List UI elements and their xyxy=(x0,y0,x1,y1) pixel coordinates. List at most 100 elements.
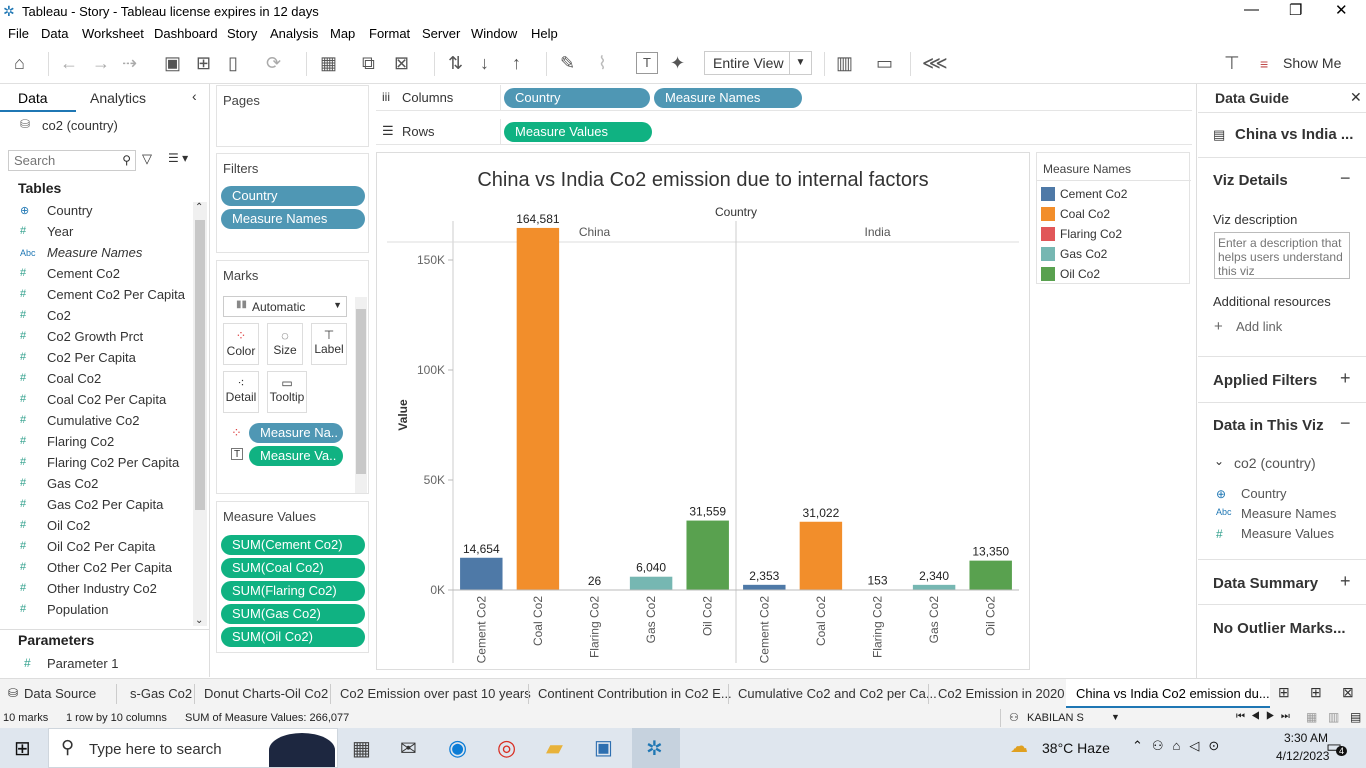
menu-map[interactable]: Map xyxy=(330,26,356,41)
menu-help[interactable]: Help xyxy=(531,26,558,41)
cards-icon[interactable]: ▥ xyxy=(836,53,854,73)
new-dashboard-icon[interactable]: ⊞ xyxy=(1310,684,1322,700)
columns-pill-country[interactable]: Country xyxy=(504,88,650,108)
tooltip-button[interactable]: ▭ Tooltip xyxy=(267,371,307,413)
viz-description-input[interactable] xyxy=(1214,232,1350,279)
mv-pill-oil[interactable]: SUM(Oil Co2) xyxy=(221,627,365,647)
field-item[interactable]: # Cement Co2 Per Capita xyxy=(0,285,190,306)
legend-item[interactable]: Gas Co2 xyxy=(1041,246,1181,264)
field-item[interactable]: # Oil Co2 Per Capita xyxy=(0,537,190,558)
mv-pill-cement[interactable]: SUM(Cement Co2) xyxy=(221,535,365,555)
bar[interactable] xyxy=(969,560,1012,590)
edge-icon[interactable]: ◉ xyxy=(448,735,468,760)
field-item[interactable]: # Gas Co2 Per Capita xyxy=(0,495,190,516)
tab-gas-co2[interactable]: s-Gas Co2 xyxy=(130,686,193,701)
menu-server[interactable]: Server xyxy=(422,26,461,41)
marks-scrollbar[interactable] xyxy=(355,297,367,493)
refresh-icon[interactable]: ⟳ xyxy=(266,53,282,73)
viz-details-heading[interactable]: Viz Details xyxy=(1213,172,1288,189)
bar[interactable] xyxy=(629,576,673,590)
legend-item[interactable]: Oil Co2 xyxy=(1041,266,1181,284)
home-icon[interactable]: ⌂ xyxy=(14,53,25,73)
columns-shelf[interactable]: iii Columns Country Measure Names xyxy=(376,85,1192,111)
show-labels-icon[interactable]: T xyxy=(636,52,658,74)
new-sheet-icon[interactable]: ▦ xyxy=(320,53,338,73)
clear-sheet-icon[interactable]: ⊠ xyxy=(394,53,410,73)
file-explorer-icon[interactable]: ▰ xyxy=(546,735,563,760)
tabs-icon[interactable]: ▤ xyxy=(1350,710,1362,724)
datasource-name[interactable]: co2 (country) xyxy=(42,118,118,133)
rows-shelf[interactable]: ☰ Rows Measure Values xyxy=(376,119,1192,145)
field-item[interactable]: # Flaring Co2 Per Capita xyxy=(0,453,190,474)
fix-axes-icon[interactable]: ✦ xyxy=(670,53,686,73)
menu-window[interactable]: Window xyxy=(471,26,518,41)
field-item[interactable]: # Cumulative Co2 xyxy=(0,411,190,432)
highlight-icon[interactable]: ✎ xyxy=(560,53,576,73)
undo-icon[interactable]: ← xyxy=(60,53,78,73)
chevron-down-icon[interactable]: ▼ xyxy=(789,52,811,74)
pages-card[interactable]: Pages xyxy=(216,85,369,147)
color-button[interactable]: ⁘ Color xyxy=(223,323,259,365)
menu-worksheet[interactable]: Worksheet xyxy=(82,26,144,41)
field-item[interactable]: # Co2 xyxy=(0,306,190,327)
swap-icon[interactable]: ⇅ xyxy=(448,53,464,73)
sort-descending-icon[interactable]: ↑ xyxy=(512,53,521,73)
field-item[interactable]: # Cement Co2 xyxy=(0,264,190,285)
sheet-navigation-icon[interactable]: ⏮◀▶⏭ xyxy=(1236,711,1296,722)
presentation-icon[interactable]: ▭ xyxy=(876,53,894,73)
filter-pill-country[interactable]: Country xyxy=(221,186,365,206)
tableau-taskbar-button[interactable]: ✲ xyxy=(632,728,680,768)
mv-pill-gas[interactable]: SUM(Gas Co2) xyxy=(221,604,365,624)
detail-button[interactable]: ⁖ Detail xyxy=(223,371,259,413)
duplicate-sheet-icon[interactable]: ⧉ xyxy=(362,53,375,73)
taskbar-search[interactable]: ⚲ Type here to search xyxy=(48,728,338,768)
mail-icon[interactable]: ✉ xyxy=(400,738,417,760)
chrome-icon[interactable]: ◎ xyxy=(497,735,517,760)
bar[interactable] xyxy=(912,584,956,590)
field-item[interactable]: # Other Industry Co2 xyxy=(0,579,190,600)
show-sheet-sorter-icon[interactable]: ▦ xyxy=(1306,710,1318,724)
field-item[interactable]: Abc Measure Names xyxy=(0,243,190,264)
menu-file[interactable]: File xyxy=(8,26,29,41)
bar[interactable] xyxy=(516,227,560,590)
mark-type-dropdown[interactable]: ▮▮ Automatic ▼ xyxy=(223,296,347,317)
collapse-icon[interactable]: ‹ xyxy=(192,88,197,104)
add-link-button[interactable]: Add link xyxy=(1236,319,1283,334)
format-icon[interactable]: ⊤ xyxy=(1224,53,1240,73)
guide-datasource[interactable]: co2 (country) xyxy=(1234,455,1316,471)
weather-text[interactable]: 38°C Haze xyxy=(1042,740,1110,756)
mv-pill-coal[interactable]: SUM(Coal Co2) xyxy=(221,558,365,578)
collapse-data-in-viz-icon[interactable]: − xyxy=(1340,413,1351,433)
rows-pill-measure-values[interactable]: Measure Values xyxy=(504,122,652,142)
collapse-viz-details-icon[interactable]: − xyxy=(1340,168,1351,188)
bar[interactable] xyxy=(799,521,843,590)
guide-field-item[interactable]: Measure Values xyxy=(1241,526,1334,541)
new-story-icon[interactable]: ⊠ xyxy=(1342,684,1354,700)
tab-co2-2020[interactable]: Co2 Emission in 2020 xyxy=(938,686,1065,701)
legend-item[interactable]: Coal Co2 xyxy=(1041,206,1181,224)
show-me-icon[interactable]: ≡ xyxy=(1260,56,1269,72)
legend-item[interactable]: Flaring Co2 xyxy=(1041,226,1181,244)
field-item[interactable]: # Coal Co2 xyxy=(0,369,190,390)
field-item[interactable]: # Gas Co2 xyxy=(0,474,190,495)
mv-pill-flaring[interactable]: SUM(Flaring Co2) xyxy=(221,581,365,601)
data-in-viz-heading[interactable]: Data in This Viz xyxy=(1213,417,1324,434)
field-scrollbar[interactable]: ⌃ ⌄ xyxy=(193,202,207,626)
show-me-button[interactable]: Show Me xyxy=(1283,55,1342,71)
windows-start-icon[interactable]: ⊞ xyxy=(14,738,31,760)
bar[interactable] xyxy=(460,557,503,590)
tab-analytics[interactable]: Analytics xyxy=(90,90,147,106)
data-summary-heading[interactable]: Data Summary xyxy=(1213,575,1319,592)
store-icon[interactable]: ▦ xyxy=(352,738,371,760)
menu-format[interactable]: Format xyxy=(369,26,411,41)
close-guide-icon[interactable]: ✕ xyxy=(1350,89,1362,105)
tab-cumulative[interactable]: Cumulative Co2 and Co2 per Ca... xyxy=(738,686,937,701)
tab-co2-10-years[interactable]: Co2 Emission over past 10 years xyxy=(340,686,531,701)
field-item[interactable]: # Oil Co2 xyxy=(0,516,190,537)
tab-data-source[interactable]: Data Source xyxy=(24,686,97,701)
user-menu[interactable]: ⚇ KABILAN S ▼ xyxy=(1000,709,1124,727)
redo-icon[interactable]: → xyxy=(92,53,110,73)
replay-icon[interactable]: ⇢ xyxy=(122,53,138,73)
tab-china-vs-india[interactable]: China vs India Co2 emission du... xyxy=(1076,686,1270,701)
group-icon[interactable]: ⌇ xyxy=(598,53,607,73)
